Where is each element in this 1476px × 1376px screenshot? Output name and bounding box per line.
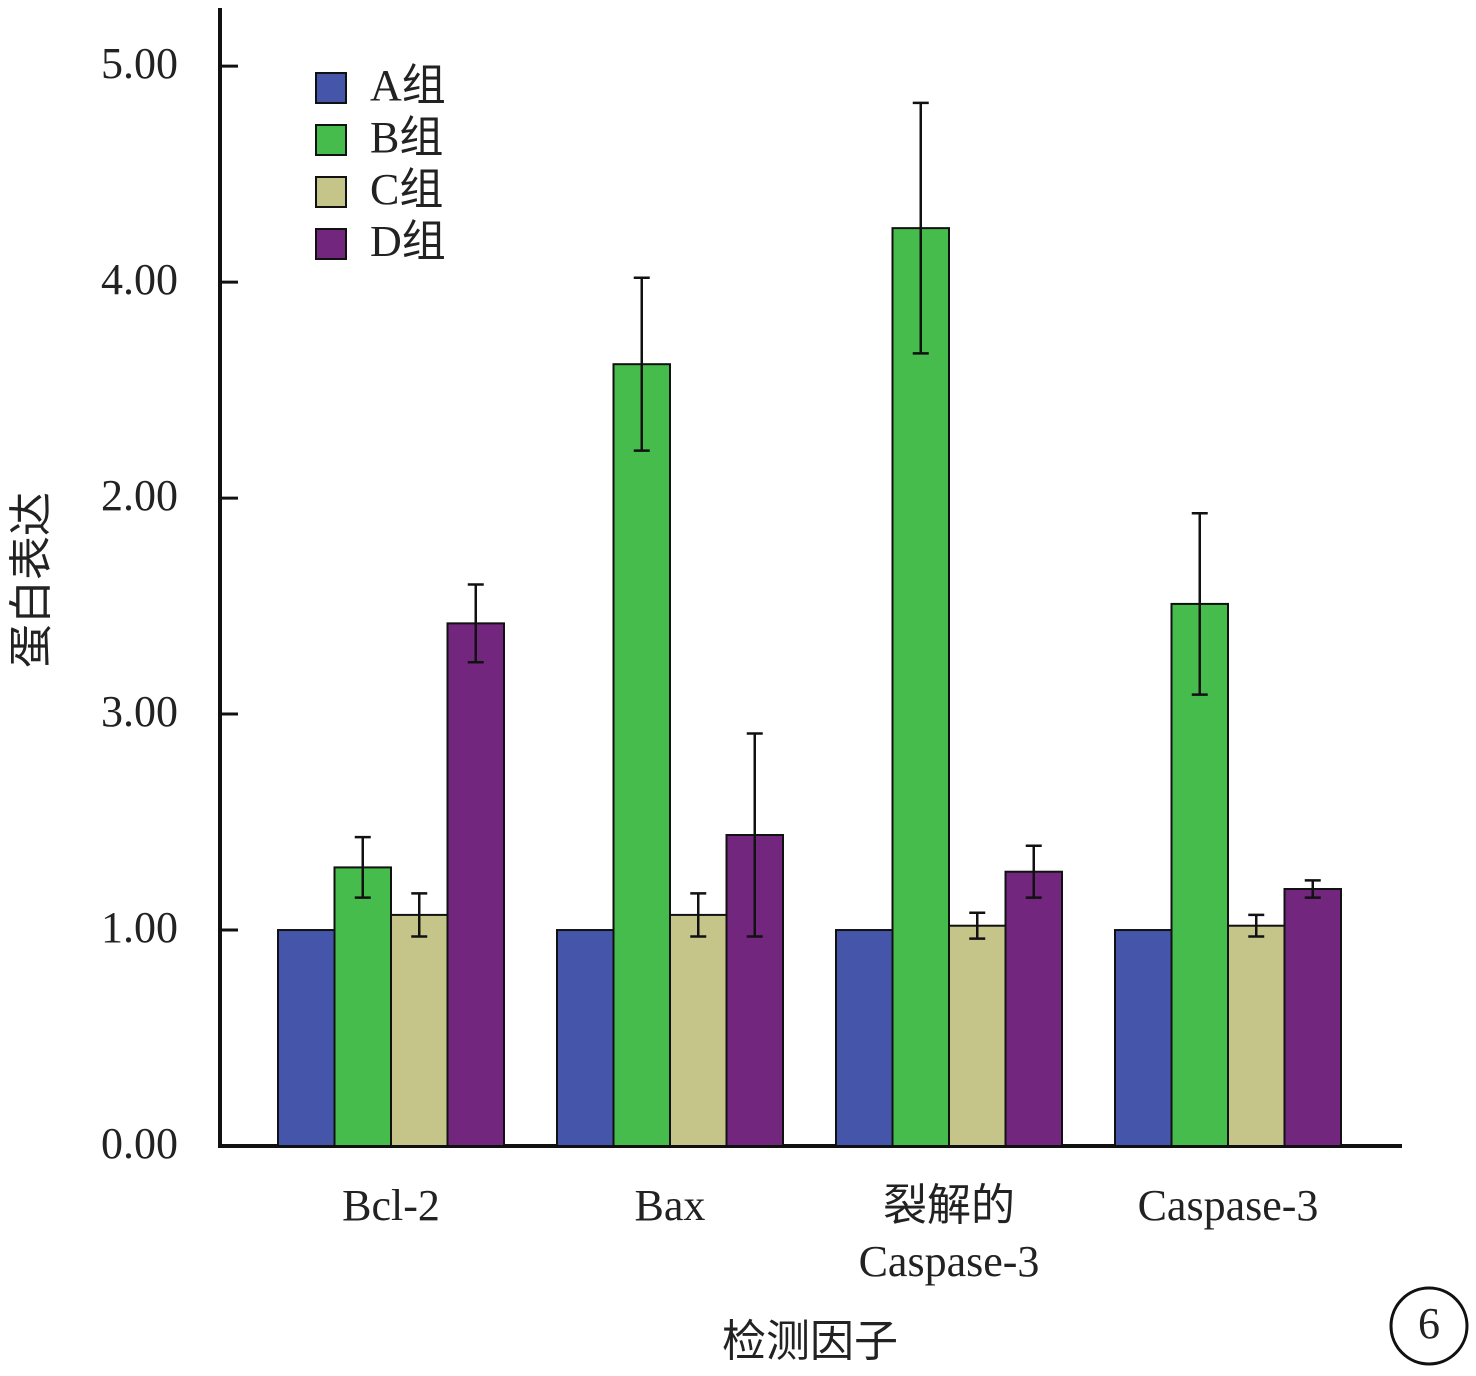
x-tick-label: 裂解的 xyxy=(883,1181,1015,1230)
bar xyxy=(612,363,671,1147)
y-tick-label: 5.00 xyxy=(101,39,178,88)
legend-label: A组 xyxy=(370,61,446,110)
bar xyxy=(390,913,449,1147)
y-tick-label: 4.00 xyxy=(101,255,178,304)
error-bar xyxy=(1304,879,1321,899)
bar xyxy=(277,929,336,1147)
legend-swatch xyxy=(315,176,347,208)
x-axis-title: 检测因子 xyxy=(722,1317,898,1366)
bar xyxy=(446,622,505,1147)
error-bar xyxy=(746,732,763,938)
error-bar xyxy=(912,101,929,355)
error-bar xyxy=(411,892,428,938)
error-bar xyxy=(354,835,371,899)
bar xyxy=(556,929,615,1147)
error-bar xyxy=(1025,844,1042,899)
bar xyxy=(1283,887,1342,1148)
error-bar xyxy=(1248,913,1265,938)
error-bar xyxy=(690,892,707,938)
bar xyxy=(669,913,728,1147)
x-tick-label: Bax xyxy=(635,1181,706,1230)
bar xyxy=(835,929,894,1147)
x-tick-label: Caspase-3 xyxy=(1138,1181,1319,1230)
bar xyxy=(891,227,950,1147)
y-axis-title: 蛋白表达 xyxy=(7,492,56,668)
bar xyxy=(1114,929,1173,1147)
error-bar xyxy=(633,276,650,452)
y-tick-label: 0.00 xyxy=(101,1119,178,1168)
x-tick-label: Bcl-2 xyxy=(342,1181,440,1230)
legend-label: D组 xyxy=(370,217,446,266)
legend-label: B组 xyxy=(370,113,443,162)
panel-circle xyxy=(1389,1286,1469,1366)
bar xyxy=(948,924,1007,1147)
legend-swatch xyxy=(315,124,347,156)
legend-swatch xyxy=(315,228,347,260)
bar xyxy=(1004,870,1063,1147)
error-bar xyxy=(467,583,484,664)
panel-label: 6 xyxy=(1418,1299,1440,1348)
legend-swatch xyxy=(315,72,347,104)
bar xyxy=(333,866,392,1147)
legend-label: C组 xyxy=(370,165,443,214)
error-bar xyxy=(1191,511,1208,696)
error-bar xyxy=(969,911,986,940)
x-tick-label: Caspase-3 xyxy=(859,1237,1040,1286)
y-tick-label: 2.00 xyxy=(101,471,178,520)
bar xyxy=(1227,924,1286,1147)
y-tick-label: 3.00 xyxy=(101,687,178,736)
y-tick-label: 1.00 xyxy=(101,903,178,952)
